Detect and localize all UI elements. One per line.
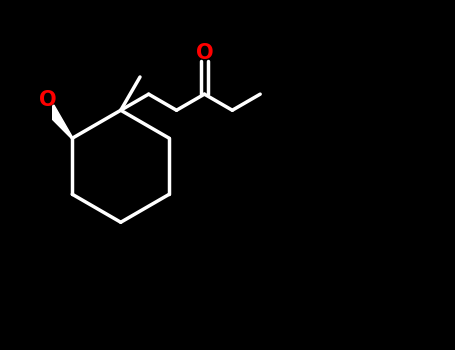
Text: O: O — [39, 90, 56, 110]
Polygon shape — [45, 105, 73, 139]
Text: O: O — [196, 43, 213, 63]
